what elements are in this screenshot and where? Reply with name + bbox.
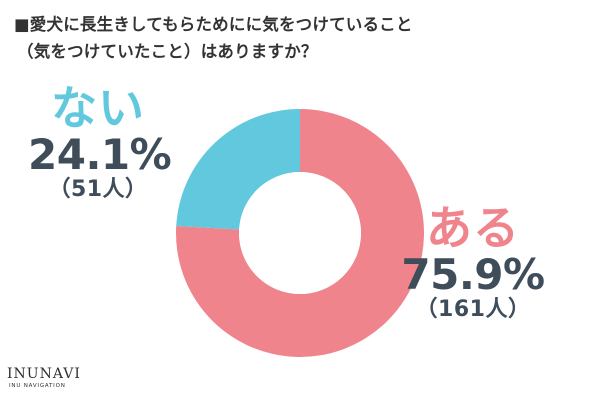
donut-hole <box>239 172 361 294</box>
logo-sub-text: INU NAVIGATION <box>9 383 66 389</box>
donut-slices <box>176 109 424 357</box>
category-label-yes: ある <box>426 201 520 255</box>
slice-label-no: ない 24.1% （51人） <box>28 81 172 203</box>
logo-main-text: INUNAVI <box>7 366 81 382</box>
inunavi-logo: INUNAVI INU NAVIGATION <box>7 366 99 390</box>
count-label-no: （51人） <box>48 177 148 202</box>
count-label-yes: （161人） <box>415 297 531 322</box>
chart-title-line-2: （気をつけていたこと）はありますか？ <box>17 42 318 61</box>
donut-slice-yes <box>176 109 424 357</box>
chart-title-line-1: ■愛犬に長生きしてもらためにに気をつけていること <box>14 15 413 34</box>
percent-label-yes: 75.9% <box>401 250 545 299</box>
slice-label-yes: ある 75.9% （161人） <box>398 204 548 323</box>
chart-title: ■愛犬に長生きしてもらためにに気をつけていること （気をつけていたこと）はありま… <box>14 11 584 65</box>
percent-label-no: 24.1% <box>28 130 172 179</box>
category-label-no: ない <box>51 81 145 135</box>
donut-slice-no <box>176 109 300 230</box>
